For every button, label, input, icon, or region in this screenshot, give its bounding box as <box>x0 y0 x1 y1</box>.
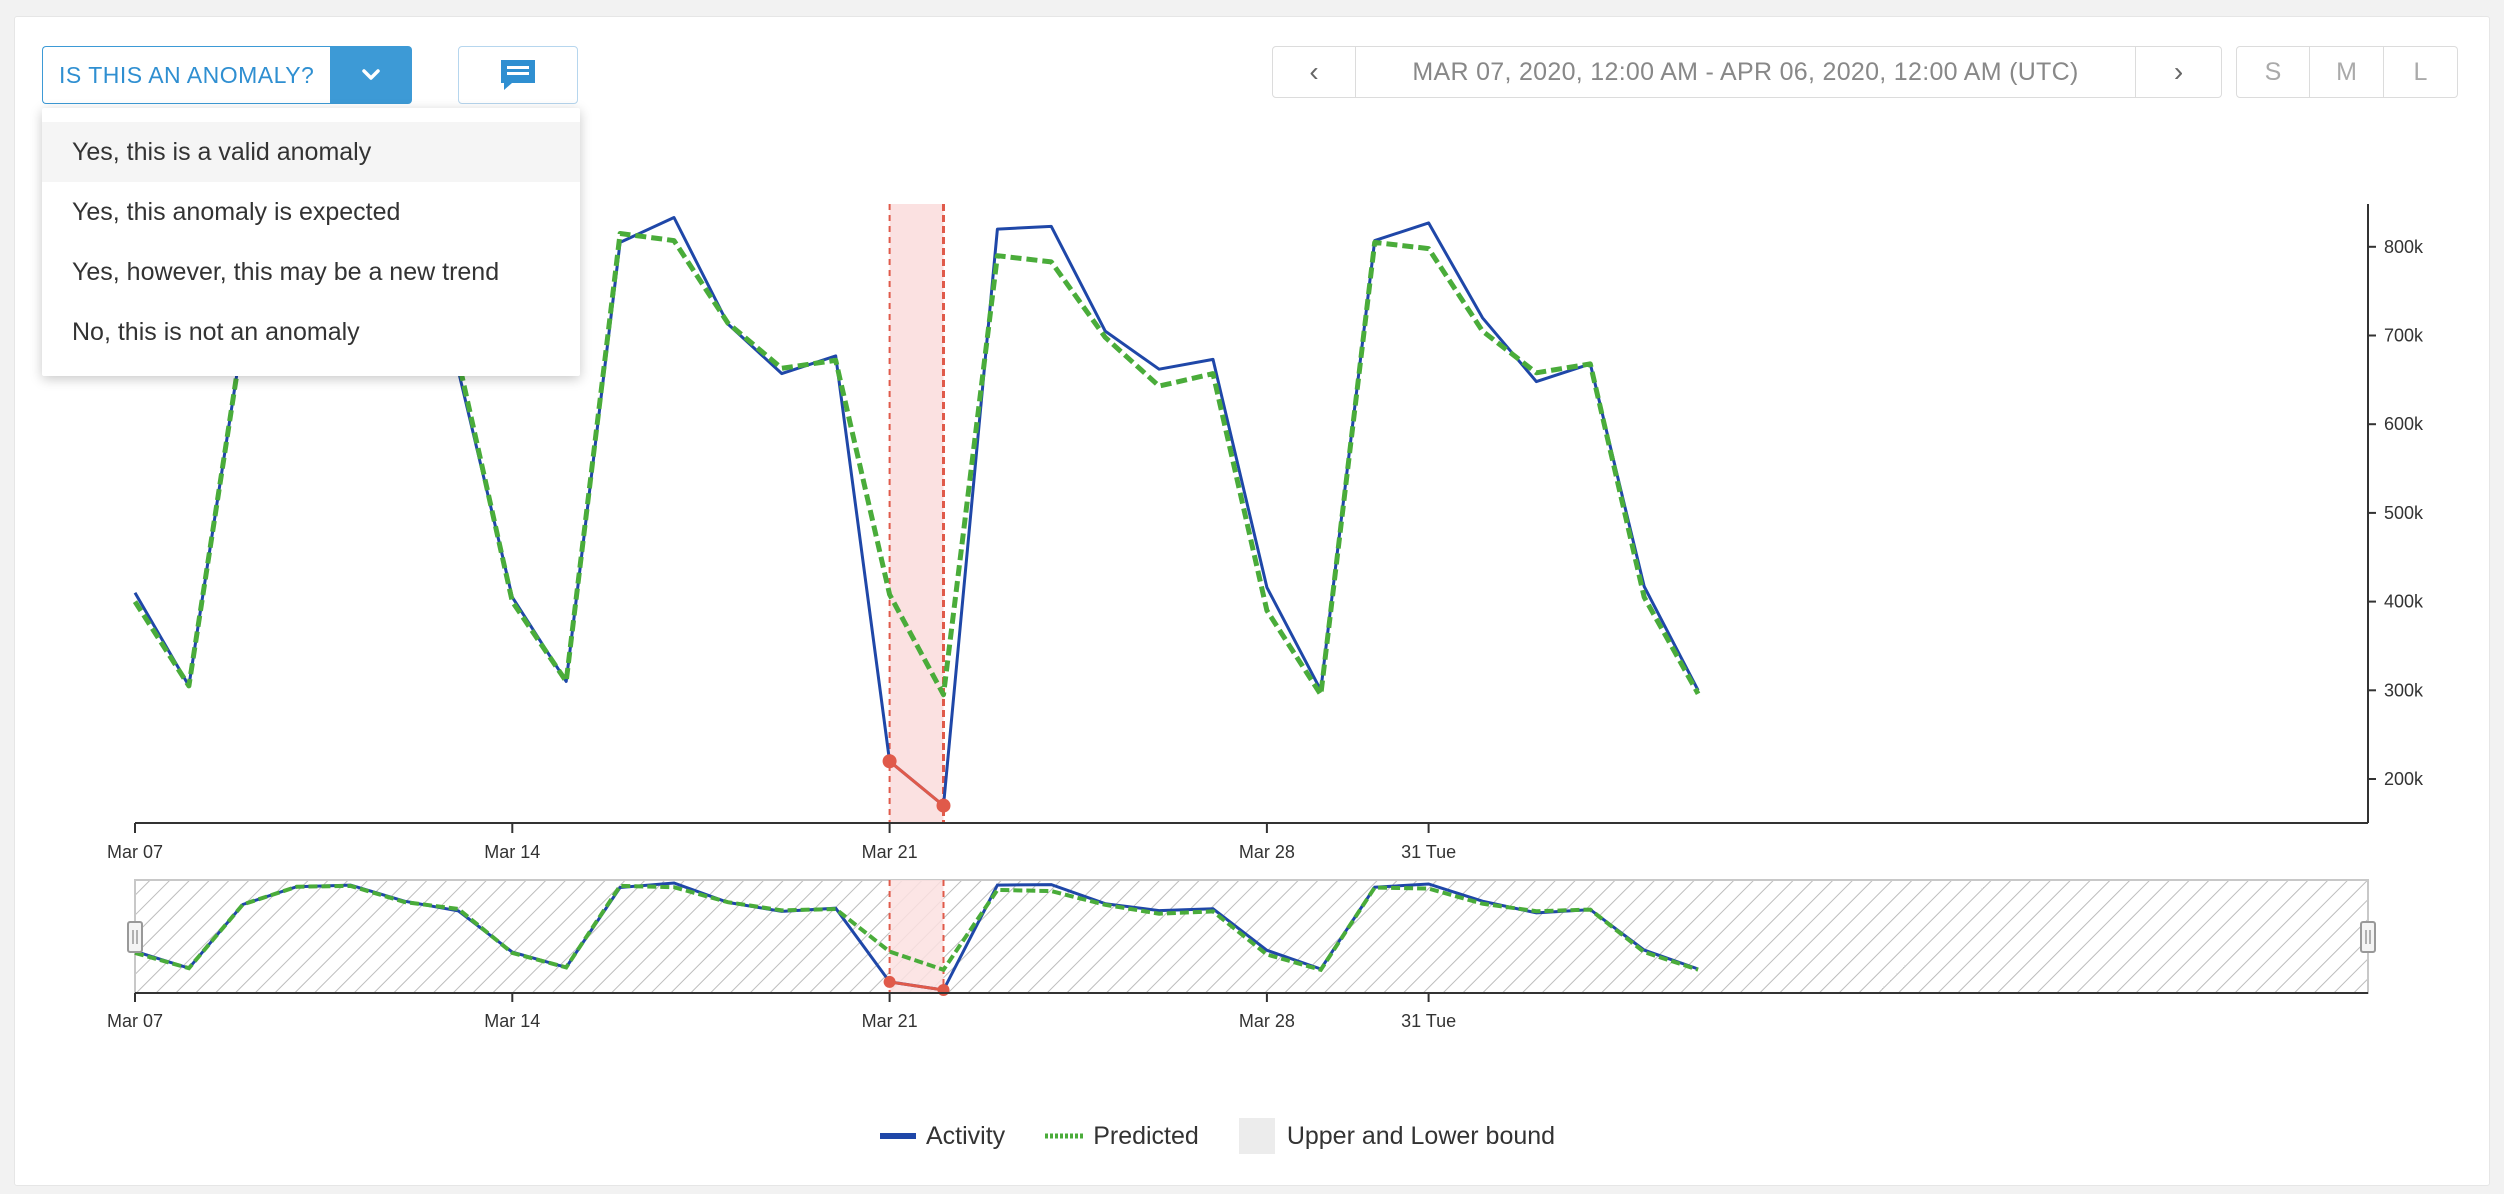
predicted-swatch <box>1045 1133 1084 1139</box>
range-navigator[interactable]: Mar 07 Mar 14 Mar 21 Mar 28 31 Tue <box>107 879 2376 1031</box>
legend-bounds[interactable]: Upper and Lower bound <box>1238 1118 1556 1154</box>
anomaly-segment <box>888 760 945 807</box>
navigator-right-handle[interactable] <box>2360 921 2376 953</box>
date-range-navigator: ‹ MAR 07, 2020, 12:00 AM - APR 06, 2020,… <box>1272 46 2222 98</box>
option-not-anomaly[interactable]: No, this is not an anomaly <box>72 318 360 346</box>
option-new-trend[interactable]: Yes, however, this may be a new trend <box>72 258 500 286</box>
y-tick-label: 800k <box>2384 237 2424 257</box>
anomaly-dropdown-toggle[interactable] <box>330 46 413 104</box>
navigator-x-tick-label: Mar 21 <box>862 1011 918 1031</box>
navigator-x-tick-label: Mar 07 <box>107 1011 163 1031</box>
next-range-button[interactable]: › <box>2136 46 2222 98</box>
y-tick-label: 400k <box>2384 592 2424 612</box>
x-tick-label: Mar 07 <box>107 842 163 862</box>
x-tick-label: Mar 14 <box>484 842 540 862</box>
navigator-anomaly-point <box>937 984 950 996</box>
chart-size-selector: S M L <box>2236 46 2458 98</box>
comment-icon <box>501 60 535 90</box>
date-range-display[interactable]: MAR 07, 2020, 12:00 AM - APR 06, 2020, 1… <box>1356 46 2136 98</box>
anomaly-question-button[interactable]: IS THIS AN ANOMALY? <box>42 46 331 104</box>
anomaly-point <box>882 754 897 769</box>
y-tick-label: 600k <box>2384 414 2424 434</box>
navigator-x-tick-label: 31 Tue <box>1401 1011 1456 1031</box>
legend-bounds-label: Upper and Lower bound <box>1286 1121 1556 1150</box>
navigator-anomaly-point <box>883 975 896 988</box>
size-l-button[interactable]: L <box>2384 46 2458 98</box>
activity-swatch <box>880 1133 916 1139</box>
legend-activity-label: Activity <box>926 1121 1006 1150</box>
navigator-x-tick-label: Mar 14 <box>484 1011 540 1031</box>
navigator-x-tick-label: Mar 28 <box>1239 1011 1295 1031</box>
size-s-button[interactable]: S <box>2236 46 2310 98</box>
option-valid-anomaly[interactable]: Yes, this is a valid anomaly <box>42 122 580 182</box>
size-m-button[interactable]: M <box>2310 46 2384 98</box>
previous-range-button[interactable]: ‹ <box>1272 46 1356 98</box>
anomaly-point <box>936 798 951 813</box>
navigator-anomaly-band <box>889 880 944 993</box>
comment-button[interactable] <box>458 46 578 104</box>
anomaly-feedback-control: IS THIS AN ANOMALY? <box>42 46 413 104</box>
chart-legend: Activity Predicted Upper and Lower bound <box>880 1118 1595 1154</box>
x-tick-label: Mar 28 <box>1239 842 1295 862</box>
bounds-swatch <box>1238 1118 1275 1154</box>
navigator-selection <box>134 879 2369 994</box>
navigator-left-handle[interactable] <box>127 921 143 953</box>
chevron-down-icon <box>362 69 381 80</box>
y-tick-label: 500k <box>2384 503 2424 523</box>
x-tick-label: 31 Tue <box>1401 842 1456 862</box>
y-tick-label: 700k <box>2384 326 2424 346</box>
legend-predicted[interactable]: Predicted <box>1045 1122 1199 1151</box>
y-tick-label: 300k <box>2384 680 2424 700</box>
x-tick-label: Mar 21 <box>862 842 918 862</box>
option-expected-anomaly[interactable]: Yes, this anomaly is expected <box>72 198 401 226</box>
navigator-predicted-line <box>134 883 1699 973</box>
y-tick-label: 200k <box>2384 769 2424 789</box>
legend-predicted-label: Predicted <box>1093 1121 1199 1150</box>
navigator-anomaly-segment <box>889 980 944 992</box>
anomaly-band <box>889 204 944 823</box>
anomaly-feedback-menu: Yes, this is a valid anomaly Yes, this a… <box>42 108 580 376</box>
legend-activity[interactable]: Activity <box>880 1122 1005 1151</box>
